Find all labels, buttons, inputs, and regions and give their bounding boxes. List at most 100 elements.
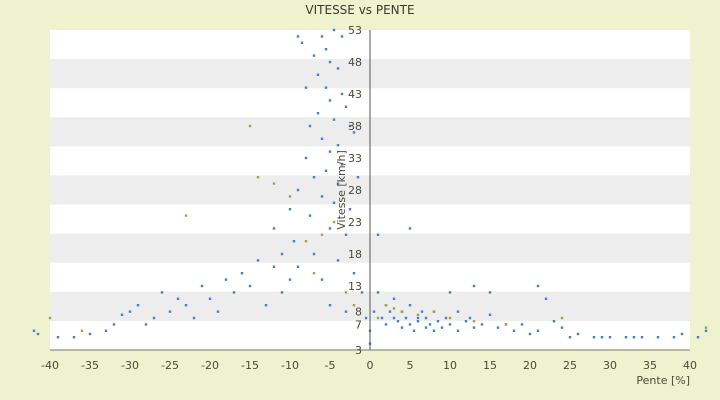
data-point bbox=[312, 252, 316, 256]
data-point bbox=[480, 323, 484, 326]
data-point bbox=[488, 313, 492, 316]
data-point bbox=[152, 316, 156, 320]
data-point bbox=[424, 326, 428, 329]
data-point bbox=[376, 316, 380, 320]
data-point bbox=[408, 323, 412, 326]
data-point bbox=[352, 304, 356, 307]
data-point bbox=[456, 310, 460, 313]
x-tick-label: -35 bbox=[81, 359, 99, 372]
data-point bbox=[608, 336, 612, 339]
data-point bbox=[352, 131, 356, 134]
data-point bbox=[308, 214, 312, 217]
data-point bbox=[168, 310, 172, 313]
data-point bbox=[680, 332, 684, 336]
data-point bbox=[332, 220, 336, 224]
data-point bbox=[448, 291, 452, 294]
data-point bbox=[448, 316, 452, 320]
data-point bbox=[404, 316, 408, 320]
data-point bbox=[320, 195, 324, 198]
data-point bbox=[316, 112, 320, 115]
data-point bbox=[416, 313, 420, 316]
y-tick-labels: 3 78 13 18 23 28 33 38 43 48 53 bbox=[348, 24, 362, 357]
data-point bbox=[424, 316, 428, 320]
y-tick-label: 18 bbox=[348, 248, 362, 261]
data-points bbox=[32, 28, 708, 345]
axes bbox=[50, 30, 690, 351]
data-point bbox=[428, 323, 432, 326]
data-point bbox=[272, 265, 276, 268]
data-point bbox=[328, 304, 332, 307]
data-point bbox=[340, 92, 344, 96]
data-point bbox=[568, 336, 572, 339]
x-tick-label: -30 bbox=[121, 359, 139, 372]
data-point bbox=[416, 320, 420, 323]
data-point bbox=[80, 329, 84, 332]
data-point bbox=[340, 35, 344, 38]
data-point bbox=[304, 240, 308, 243]
data-point bbox=[436, 320, 440, 323]
data-point bbox=[320, 278, 324, 281]
data-point bbox=[292, 240, 296, 243]
data-point bbox=[432, 310, 436, 313]
data-point bbox=[444, 316, 448, 320]
data-point bbox=[248, 284, 252, 288]
data-point bbox=[328, 150, 332, 153]
data-point bbox=[248, 124, 252, 128]
data-point bbox=[120, 313, 124, 316]
x-tick-label: -5 bbox=[325, 359, 336, 372]
data-point bbox=[468, 316, 472, 320]
data-point bbox=[408, 227, 412, 230]
data-point bbox=[472, 284, 476, 288]
x-tick-label: 35 bbox=[643, 359, 657, 372]
data-point bbox=[448, 323, 452, 326]
data-point bbox=[312, 272, 316, 275]
data-point bbox=[376, 233, 380, 236]
data-point bbox=[348, 208, 352, 211]
data-point bbox=[528, 332, 532, 336]
data-point bbox=[272, 182, 276, 185]
data-point bbox=[328, 99, 332, 102]
data-point bbox=[440, 326, 444, 329]
data-point bbox=[320, 35, 324, 38]
data-point bbox=[72, 336, 76, 339]
x-tick-label: -40 bbox=[41, 359, 59, 372]
data-point bbox=[344, 291, 348, 294]
data-point bbox=[364, 316, 368, 320]
data-point bbox=[600, 336, 604, 339]
data-point bbox=[672, 336, 676, 339]
data-point bbox=[296, 35, 300, 38]
x-tick-label: 10 bbox=[443, 359, 457, 372]
data-point bbox=[324, 169, 328, 172]
y-tick-label: 48 bbox=[348, 56, 362, 69]
x-axis-title: Pente [%] bbox=[636, 374, 690, 387]
data-point bbox=[592, 336, 596, 339]
data-point bbox=[184, 214, 188, 217]
x-tick-label: 0 bbox=[367, 359, 374, 372]
y-tick-label: 28 bbox=[348, 184, 362, 197]
data-point bbox=[328, 60, 332, 64]
data-point bbox=[400, 326, 404, 329]
data-point bbox=[104, 329, 108, 332]
data-point bbox=[316, 73, 320, 76]
data-point bbox=[128, 310, 132, 313]
data-point bbox=[304, 156, 308, 160]
data-point bbox=[400, 310, 404, 313]
x-tick-label: 5 bbox=[407, 359, 414, 372]
data-point bbox=[160, 291, 164, 294]
data-point bbox=[320, 137, 324, 140]
data-point bbox=[380, 316, 384, 320]
data-point bbox=[88, 332, 92, 336]
x-tick-label: 40 bbox=[683, 359, 697, 372]
data-point bbox=[560, 316, 564, 320]
data-point bbox=[696, 336, 700, 339]
data-point bbox=[256, 259, 260, 262]
data-point bbox=[392, 307, 396, 310]
data-point bbox=[464, 320, 468, 323]
data-point bbox=[552, 320, 556, 323]
data-point bbox=[36, 332, 40, 336]
data-point bbox=[632, 336, 636, 339]
x-tick-label: 25 bbox=[563, 359, 577, 372]
data-point bbox=[224, 278, 228, 281]
data-point bbox=[456, 329, 460, 332]
